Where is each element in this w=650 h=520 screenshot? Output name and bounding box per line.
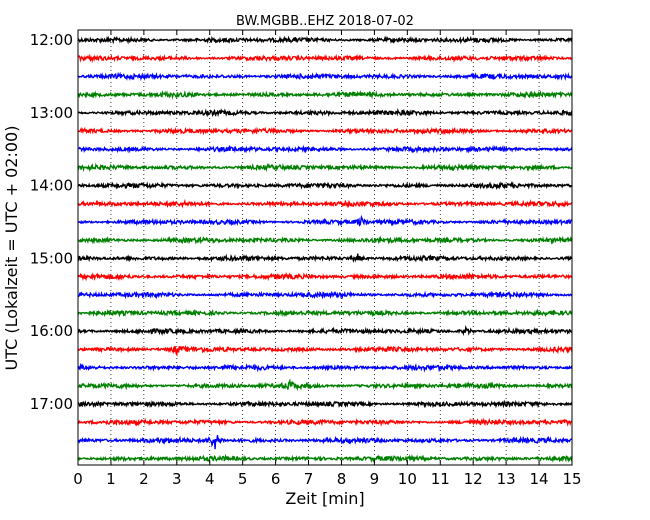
trace-1330 [77,144,573,154]
y-axis-ticks: 12:00 13:00 14:00 15:00 16:00 17:00 [30,31,572,413]
x-tick-label: 13 [497,470,516,488]
x-axis-label: Zeit [min] [285,489,364,508]
trace-1615 [77,344,573,357]
trace-1445 [77,235,573,245]
trace-1515 [77,271,573,282]
x-tick-label: 14 [530,470,549,488]
trace-1545 [77,308,573,318]
trace-1300 [77,107,573,118]
trace-1415 [77,198,573,209]
trace-1530 [77,290,573,300]
y-axis-label: UTC (Lokalzeit = UTC + 02:00) [2,126,21,371]
y-tick-label: 12:00 [30,31,73,49]
trace-1745 [77,453,573,464]
x-tick-label: 2 [139,470,149,488]
y-tick-label: 17:00 [30,395,73,413]
trace-1345 [77,162,573,173]
trace-1600 [77,325,573,337]
trace-1700 [77,399,573,409]
plot-frame [77,29,573,466]
x-axis-ticks: 0 1 2 3 4 5 6 7 8 9 10 11 12 13 14 15 [73,30,582,488]
trace-1730 [77,435,572,450]
x-tick-label: 3 [172,470,182,488]
trace-1200 [77,35,573,45]
x-tick-label: 8 [337,470,347,488]
y-tick-label: 13:00 [30,104,73,122]
x-tick-label: 15 [562,470,581,488]
y-tick-label: 16:00 [30,322,73,340]
x-tick-label: 5 [238,470,248,488]
trace-1245 [77,89,573,100]
x-tick-label: 6 [271,470,281,488]
trace-1230 [77,71,573,82]
trace-1630 [77,362,573,373]
chart-title: BW.MGBB..EHZ 2018-07-02 [236,14,414,29]
x-tick-label: 9 [370,470,380,488]
trace-1500 [77,253,573,264]
x-tick-label: 1 [106,470,116,488]
seismic-traces [77,35,573,464]
x-tick-label: 12 [464,470,483,488]
trace-1430 [77,214,573,227]
x-tick-label: 0 [73,470,83,488]
trace-1645 [77,378,573,392]
x-tick-label: 7 [304,470,314,488]
trace-1400 [77,180,573,191]
trace-1715 [77,417,573,427]
y-tick-label: 14:00 [30,177,73,195]
x-tick-label: 11 [431,470,450,488]
y-tick-label: 15:00 [30,249,73,267]
trace-1315 [77,126,573,136]
trace-1215 [77,53,573,64]
x-tick-label: 10 [398,470,417,488]
vertical-gridlines [110,30,540,465]
x-tick-label: 4 [205,470,215,488]
